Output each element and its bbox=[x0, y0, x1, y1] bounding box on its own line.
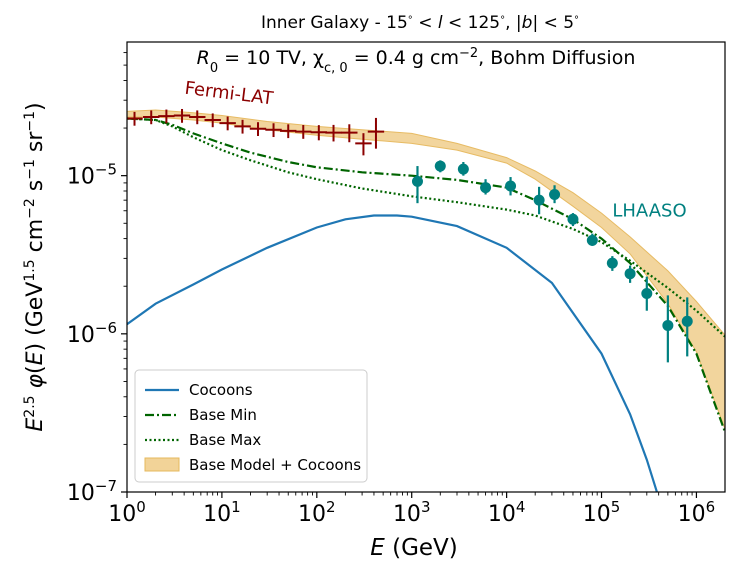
x-tick-label: 100 bbox=[108, 498, 146, 527]
lhaaso-marker bbox=[662, 319, 674, 331]
lhaaso-marker bbox=[434, 160, 446, 172]
lhaaso-point bbox=[480, 179, 492, 195]
fermi-lat-point bbox=[204, 113, 221, 128]
chart-subtitle: R0 = 10 TV, χc, 0 = 0.4 g cm−2, Bohm Dif… bbox=[197, 46, 636, 76]
lhaaso-marker bbox=[586, 234, 598, 246]
lhaaso-marker bbox=[567, 213, 579, 225]
x-tick-label: 106 bbox=[678, 498, 716, 527]
fermi-lat-point bbox=[341, 124, 358, 143]
chart-title: Inner Galaxy - 15° < l < 125°, |b| < 5° bbox=[261, 13, 579, 33]
x-tick-label: 105 bbox=[583, 498, 621, 527]
lhaaso-point bbox=[434, 160, 446, 173]
fermi-lat-point bbox=[158, 109, 175, 124]
series-base-min bbox=[127, 117, 725, 433]
annotation-lhaaso: LHAASO bbox=[612, 201, 686, 222]
fermi-lat-point bbox=[295, 125, 312, 139]
lhaaso-marker bbox=[549, 189, 561, 201]
lhaaso-marker bbox=[411, 175, 423, 187]
x-tick-label: 103 bbox=[393, 498, 431, 527]
fermi-lat-point bbox=[127, 111, 143, 126]
y-tick-label: 10−6 bbox=[67, 319, 117, 348]
fermi-lat-point bbox=[367, 117, 385, 149]
lhaaso-point bbox=[624, 265, 636, 283]
lhaaso-marker bbox=[505, 180, 517, 192]
lhaaso-marker bbox=[606, 257, 618, 269]
lhaaso-point bbox=[505, 177, 517, 196]
fermi-lat-point bbox=[219, 116, 236, 131]
legend-label-base-model-cocoons: Base Model + Cocoons bbox=[189, 456, 361, 474]
annotation-fermi-lat: Fermi-LAT bbox=[184, 78, 276, 110]
fermi-lat-point bbox=[234, 119, 251, 134]
lhaaso-point bbox=[549, 185, 561, 204]
fermi-lat-point bbox=[310, 125, 328, 141]
y-tick-label: 10−7 bbox=[67, 477, 117, 506]
fermi-lat-point bbox=[249, 122, 267, 136]
legend-box bbox=[134, 369, 368, 483]
fermi-lat-point bbox=[280, 124, 297, 139]
lhaaso-point bbox=[567, 213, 579, 227]
lhaaso-point bbox=[411, 166, 423, 204]
x-tick-label: 104 bbox=[488, 498, 526, 527]
lhaaso-point bbox=[606, 256, 618, 271]
legend-label-base-min: Base Min bbox=[189, 406, 257, 424]
x-tick-label: 102 bbox=[298, 498, 336, 527]
lhaaso-point bbox=[533, 186, 545, 215]
fermi-lat-point bbox=[189, 110, 206, 125]
x-tick-label: 101 bbox=[203, 498, 241, 527]
lhaaso-marker bbox=[533, 194, 545, 206]
lhaaso-marker bbox=[624, 268, 636, 280]
lhaaso-marker bbox=[457, 163, 469, 175]
lhaaso-marker bbox=[480, 182, 492, 194]
lhaaso-point bbox=[457, 162, 469, 176]
fermi-lat-point bbox=[173, 108, 191, 123]
lhaaso-marker bbox=[681, 315, 693, 327]
lhaaso-point bbox=[586, 233, 598, 246]
series-cocoons bbox=[127, 214, 659, 492]
y-tick-label: 10−5 bbox=[67, 161, 117, 190]
fermi-lat-point bbox=[325, 124, 342, 142]
y-axis-label: E2.5 φ(E) (GeV1.5 cm−2 s−1 sr−1) bbox=[22, 102, 48, 431]
fermi-lat-point bbox=[265, 123, 282, 138]
lhaaso-marker bbox=[641, 287, 653, 299]
band-base-model-plus-cocoons bbox=[127, 109, 725, 430]
fermi-lat-point bbox=[143, 110, 160, 125]
series-base-max bbox=[127, 117, 725, 338]
legend-swatch-base-model-cocoons bbox=[144, 457, 180, 472]
lhaaso-point bbox=[662, 295, 674, 363]
legend-label-base-max: Base Max bbox=[189, 431, 261, 449]
plot-frame bbox=[126, 41, 726, 493]
fermi-lat-point bbox=[355, 133, 372, 156]
x-axis-label: E (GeV) bbox=[370, 535, 458, 561]
legend-label-cocoons: Cocoons bbox=[189, 381, 253, 399]
lhaaso-point bbox=[681, 297, 693, 357]
lhaaso-point bbox=[641, 276, 653, 311]
